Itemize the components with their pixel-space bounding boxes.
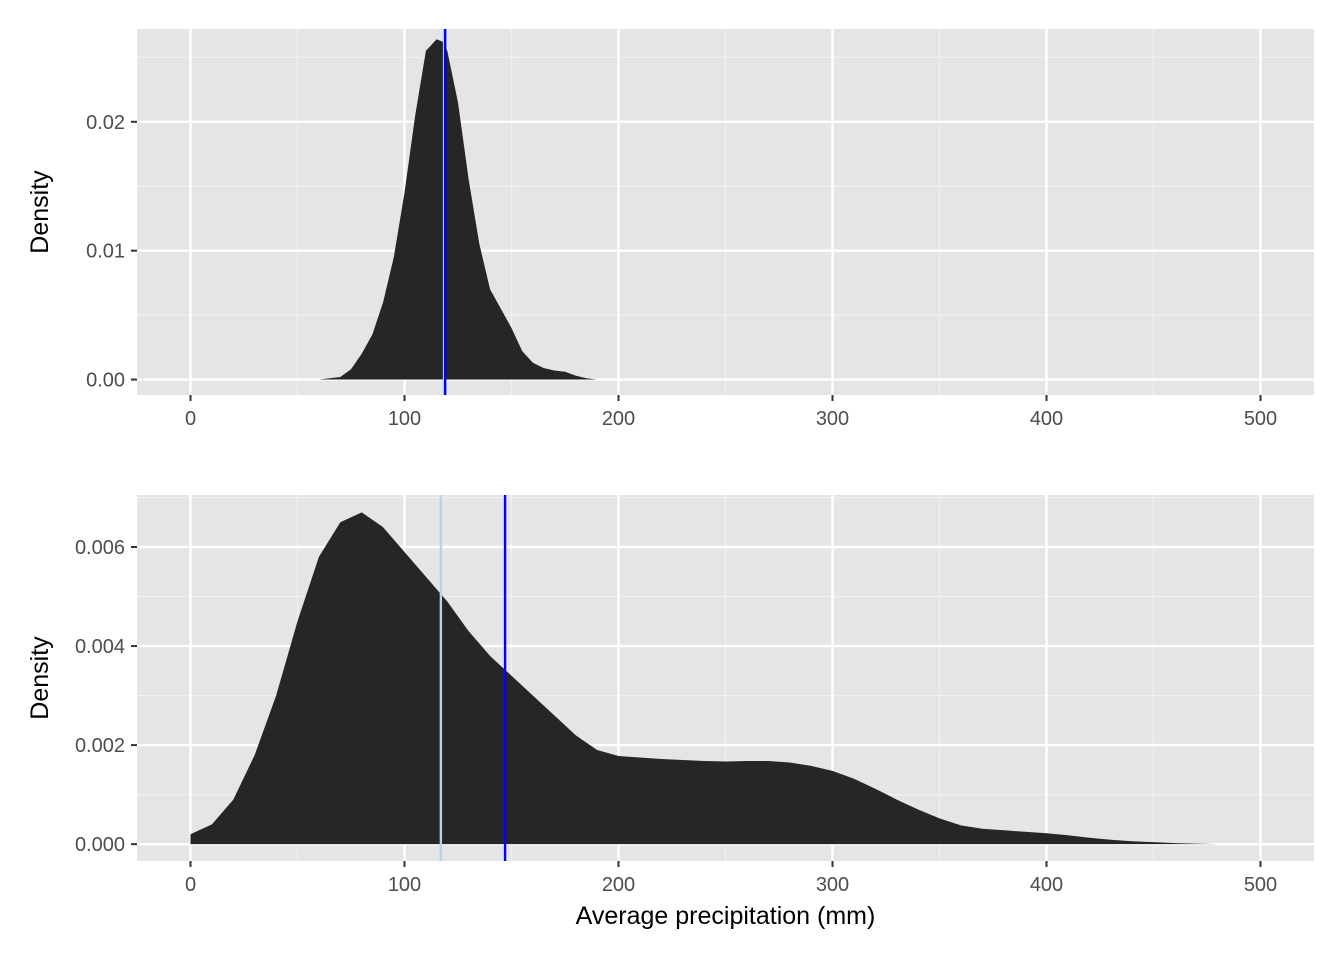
bottom-density-panel: 0 100 200 300 400 500 0.000 0.002 0.004 0.006 <box>75 495 1314 896</box>
top-x-tick-label: 500 <box>1244 408 1277 430</box>
top-x-tick-label: 0 <box>185 408 196 430</box>
bottom-x-tick-label: 300 <box>816 874 849 896</box>
top-x-tick-label: 300 <box>816 408 849 430</box>
top-y-tick-label: 0.02 <box>86 112 125 134</box>
top-density-area <box>318 39 608 380</box>
top-x-tick-label: 400 <box>1030 408 1063 430</box>
bottom-x-tick-label: 500 <box>1244 874 1277 896</box>
bottom-density-area <box>190 512 1261 845</box>
bottom-y-tick-label: 0.000 <box>75 834 125 856</box>
x-axis-title: Average precipitation (mm) <box>576 902 876 930</box>
bottom-y-tick-label: 0.006 <box>75 537 125 559</box>
top-y-tick-label: 0.01 <box>86 241 125 263</box>
bottom-x-tick-label: 400 <box>1030 874 1063 896</box>
top-y-axis-title: Density <box>26 170 54 254</box>
bottom-x-tick-label: 100 <box>388 874 421 896</box>
top-x-tick-label: 100 <box>388 408 421 430</box>
bottom-y-tick-label: 0.004 <box>75 636 125 658</box>
bottom-x-tick-label: 200 <box>602 874 635 896</box>
bottom-y-axis-title: Density <box>26 636 54 720</box>
top-x-tick-label: 200 <box>602 408 635 430</box>
bottom-x-tick-label: 0 <box>185 874 196 896</box>
top-y-tick-label: 0.00 <box>86 370 125 392</box>
top-density-panel: 0 100 200 300 400 500 0.00 0.01 0.02 <box>86 29 1314 430</box>
bottom-y-tick-label: 0.002 <box>75 735 125 757</box>
